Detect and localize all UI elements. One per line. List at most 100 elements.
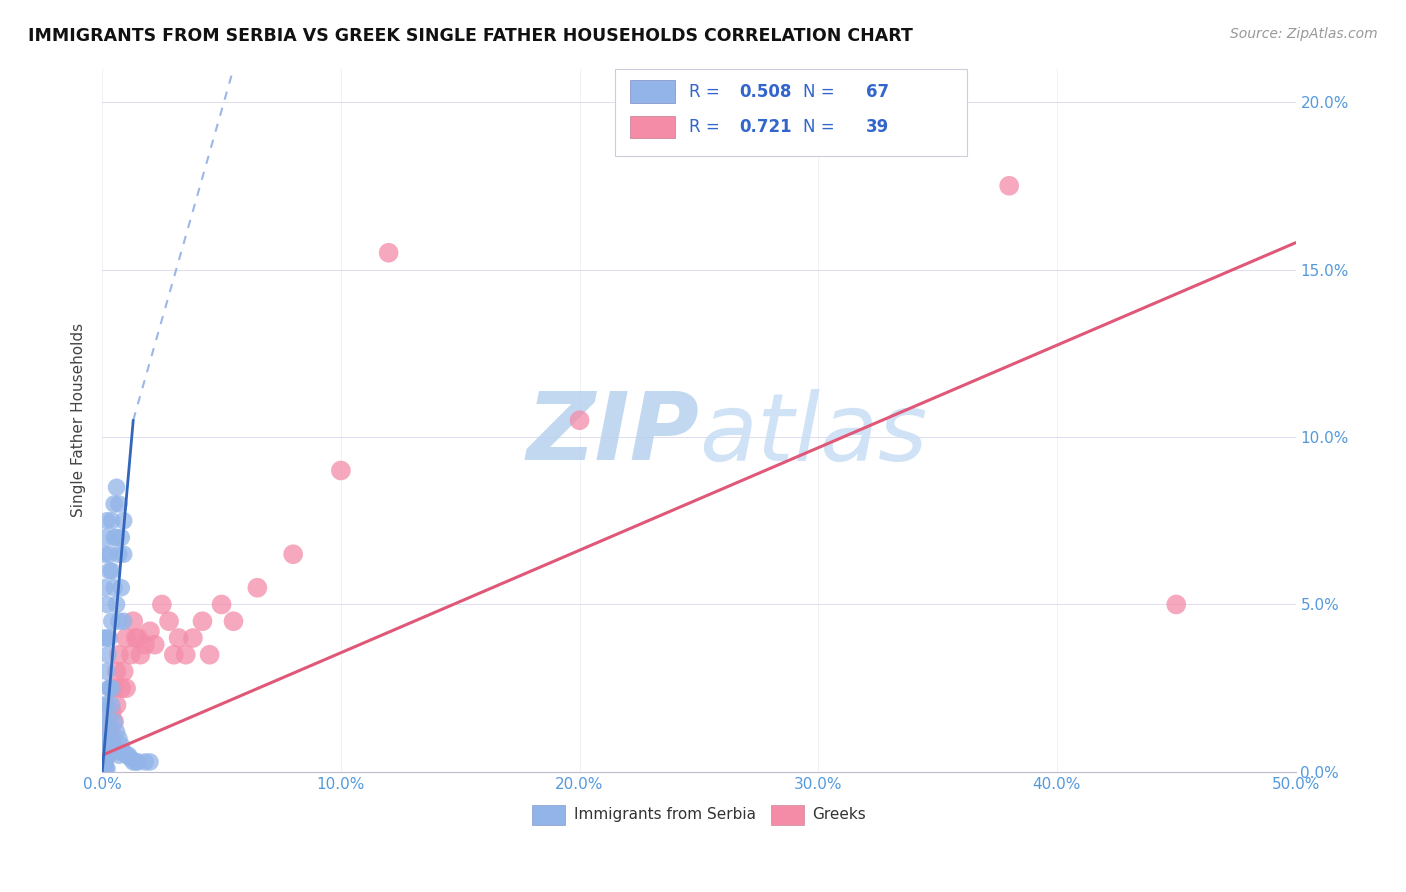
Point <box>120 648 142 662</box>
Point <box>105 598 128 612</box>
Point <box>93 755 115 769</box>
Point <box>222 614 245 628</box>
Point <box>134 755 156 769</box>
Point <box>94 531 117 545</box>
Point <box>93 748 115 763</box>
FancyBboxPatch shape <box>616 69 967 156</box>
Point <box>103 581 125 595</box>
Point <box>174 648 197 662</box>
Point <box>124 755 146 769</box>
Text: Greeks: Greeks <box>813 807 866 822</box>
Point <box>98 738 121 752</box>
Point <box>181 631 204 645</box>
Point <box>98 564 121 578</box>
Point <box>103 497 125 511</box>
Point <box>283 547 305 561</box>
Text: Immigrants from Serbia: Immigrants from Serbia <box>574 807 755 822</box>
Point <box>108 648 131 662</box>
FancyBboxPatch shape <box>630 116 675 138</box>
Point <box>150 598 173 612</box>
Point <box>246 581 269 595</box>
Point <box>105 665 128 679</box>
Text: R =: R = <box>689 118 725 136</box>
Point <box>100 731 122 746</box>
FancyBboxPatch shape <box>531 805 565 825</box>
Point <box>329 463 352 477</box>
Point <box>93 758 115 772</box>
Point <box>103 714 125 729</box>
Point <box>96 748 118 763</box>
Text: ZIP: ZIP <box>526 388 699 480</box>
Point <box>93 581 115 595</box>
Point <box>98 547 121 561</box>
Point <box>139 755 162 769</box>
Point <box>103 681 125 696</box>
Point <box>115 681 138 696</box>
Point <box>96 731 118 746</box>
Point <box>112 547 135 561</box>
Point <box>105 480 128 494</box>
Text: N =: N = <box>803 118 839 136</box>
Point <box>120 751 142 765</box>
Point <box>100 514 122 528</box>
Point <box>103 714 125 729</box>
Point <box>96 762 118 776</box>
Point <box>105 531 128 545</box>
Point <box>127 755 149 769</box>
Point <box>93 751 115 765</box>
Point <box>134 638 156 652</box>
Point <box>110 681 132 696</box>
FancyBboxPatch shape <box>770 805 804 825</box>
Point <box>1166 598 1188 612</box>
Point <box>100 731 122 746</box>
Point <box>98 681 121 696</box>
Text: IMMIGRANTS FROM SERBIA VS GREEK SINGLE FATHER HOUSEHOLDS CORRELATION CHART: IMMIGRANTS FROM SERBIA VS GREEK SINGLE F… <box>28 27 912 45</box>
Point <box>100 681 122 696</box>
Point <box>105 698 128 712</box>
Point <box>93 547 115 561</box>
Point <box>100 614 122 628</box>
Point <box>93 755 115 769</box>
Text: Source: ZipAtlas.com: Source: ZipAtlas.com <box>1230 27 1378 41</box>
Point <box>127 631 149 645</box>
Point <box>108 547 131 561</box>
Point <box>377 245 399 260</box>
Point <box>211 598 233 612</box>
Point <box>163 648 186 662</box>
Point <box>93 631 115 645</box>
Point <box>115 748 138 763</box>
Text: 67: 67 <box>866 83 889 101</box>
Point <box>112 614 135 628</box>
Point <box>112 745 135 759</box>
Point <box>191 614 214 628</box>
Text: N =: N = <box>803 83 839 101</box>
Point <box>110 738 132 752</box>
Point <box>103 531 125 545</box>
Point <box>98 714 121 729</box>
Point <box>96 665 118 679</box>
Point <box>122 755 145 769</box>
Point <box>129 648 152 662</box>
Point <box>157 614 180 628</box>
Point <box>98 738 121 752</box>
Point <box>94 758 117 772</box>
Point <box>568 413 591 427</box>
Point <box>93 758 115 772</box>
Point <box>167 631 190 645</box>
Point <box>112 514 135 528</box>
Point <box>112 665 135 679</box>
Point <box>93 714 115 729</box>
Point <box>124 631 146 645</box>
Point <box>998 178 1021 193</box>
Point <box>108 497 131 511</box>
Point <box>96 698 118 712</box>
Text: 0.508: 0.508 <box>740 83 792 101</box>
FancyBboxPatch shape <box>630 80 675 103</box>
Point <box>100 564 122 578</box>
Point <box>98 724 121 739</box>
Point <box>139 624 162 639</box>
Point <box>93 698 115 712</box>
Point <box>105 745 128 759</box>
Y-axis label: Single Father Households: Single Father Households <box>72 323 86 517</box>
Text: atlas: atlas <box>699 389 927 480</box>
